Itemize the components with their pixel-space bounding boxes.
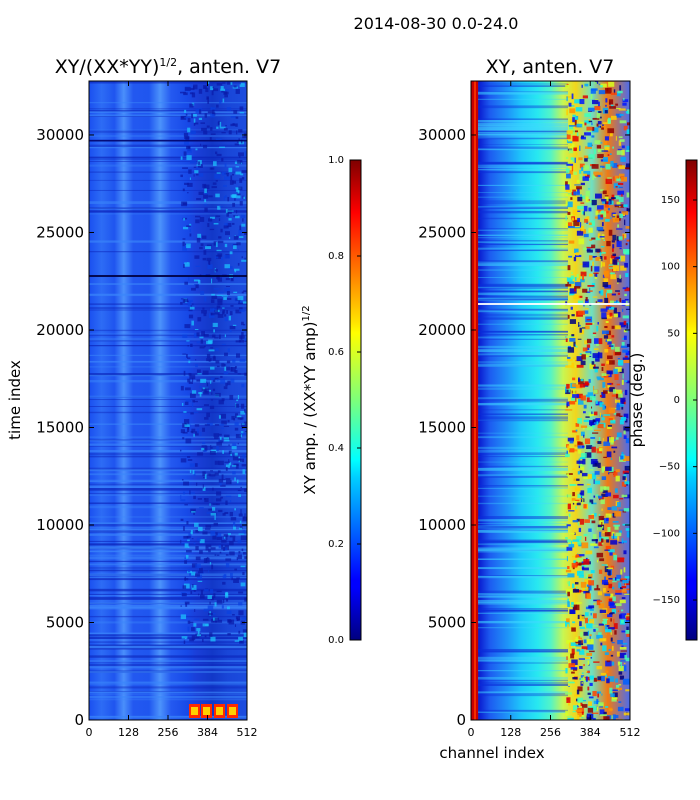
figure-suptitle: 2014-08-30 0.0-24.0 <box>354 14 519 33</box>
phase-x-tick-label: 384 <box>580 726 601 739</box>
amplitude-y-tick-label: 15000 <box>36 418 84 436</box>
phase-colorbar-tick-label: 50 <box>667 328 680 339</box>
phase-y-tick-label: 30000 <box>418 126 466 144</box>
amplitude-x-tick-label: 128 <box>118 726 139 739</box>
phase-y-tick-label: 5000 <box>428 613 466 631</box>
phase-y-tick-label: 15000 <box>418 418 466 436</box>
phase-y-tick-label: 10000 <box>418 516 466 534</box>
phase-xlabel: channel index <box>439 744 544 762</box>
phase-x-tick-label: 256 <box>540 726 561 739</box>
amplitude-colorbar-tick-label: 1.0 <box>328 155 344 166</box>
phase-y-tick-label: 25000 <box>418 223 466 241</box>
phase-colorbar-tick-label: 150 <box>661 195 680 206</box>
amplitude-colorbar-label: XY amp. / (XX*YY amp)1/2 <box>301 305 319 494</box>
amplitude-x-tick-label: 384 <box>197 726 218 739</box>
phase-heatmap <box>471 81 630 720</box>
amplitude-ylabel: time index <box>6 360 24 440</box>
amplitude-x-tick-label: 512 <box>237 726 258 739</box>
amplitude-colorbar-gradient <box>349 159 362 641</box>
phase-x-tick-label: 128 <box>500 726 521 739</box>
phase-colorbar-tick-label: −100 <box>653 528 680 539</box>
phase-panel-title: XY, anten. V7 <box>486 56 615 78</box>
phase-colorbar-tick-label: 0 <box>674 395 680 406</box>
amplitude-y-tick-label: 30000 <box>36 126 84 144</box>
amplitude-y-tick-label: 10000 <box>36 516 84 534</box>
phase-x-tick-label: 0 <box>468 726 475 739</box>
amplitude-x-tick-label: 256 <box>158 726 179 739</box>
amplitude-y-tick-label: 20000 <box>36 321 84 339</box>
phase-x-tick-label: 512 <box>620 726 641 739</box>
amplitude-colorbar-tick-label: 0.4 <box>328 443 344 454</box>
amplitude-panel: XY/(XX*YY)1/2, anten. V7 0 128 256 384 512 0… <box>6 56 281 739</box>
amplitude-x-tick-label: 0 <box>86 726 93 739</box>
phase-colorbar-tick-label: −150 <box>653 595 680 606</box>
phase-y-tick-label: 0 <box>456 711 466 729</box>
phase-panel: XY, anten. V7 0 128 256 384 512 0 5000 10000 15… <box>418 56 640 762</box>
amplitude-y-tick-label: 0 <box>74 711 84 729</box>
amplitude-colorbar-tick-label: 0.8 <box>328 251 344 262</box>
phase-colorbar-tick-label: −50 <box>659 462 680 473</box>
amplitude-y-tick-label: 25000 <box>36 223 84 241</box>
phase-colorbar-tick-label: 100 <box>661 262 680 273</box>
amplitude-colorbar-tick-label: 0.2 <box>328 539 344 550</box>
phase-colorbar-label: phase (deg.) <box>628 353 646 448</box>
amplitude-panel-title: XY/(XX*YY)1/2, anten. V7 <box>55 56 281 78</box>
amplitude-colorbar-tick-label: 0.0 <box>328 635 344 646</box>
amplitude-colorbar-tick-label: 0.6 <box>328 347 344 358</box>
phase-colorbar: −150 −100 −50 0 50 100 150 phase (deg.) <box>628 159 698 641</box>
amplitude-y-tick-label: 5000 <box>46 613 84 631</box>
phase-y-tick-label: 20000 <box>418 321 466 339</box>
amplitude-heatmap <box>89 81 247 720</box>
amplitude-colorbar: 0.0 0.2 0.4 0.6 0.8 1.0 XY amp. / (XX*YY amp)… <box>301 155 362 646</box>
